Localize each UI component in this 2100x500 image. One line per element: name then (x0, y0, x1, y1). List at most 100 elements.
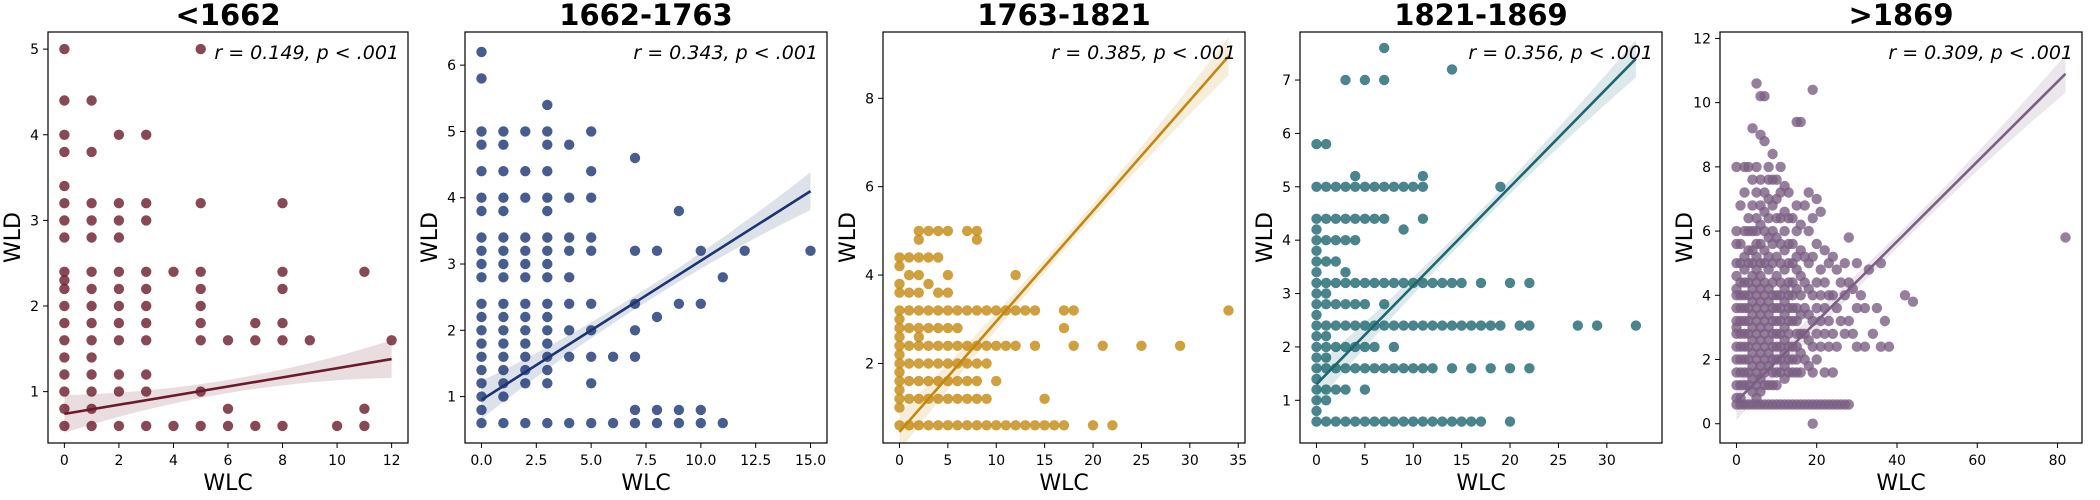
data-point (1359, 320, 1371, 331)
data-point (1807, 418, 1818, 429)
data-point (59, 180, 70, 192)
data-point (1747, 123, 1758, 134)
x-tick-label: 10.0 (685, 453, 716, 469)
data-point (1807, 367, 1818, 378)
data-point (1417, 170, 1429, 182)
data-point (1446, 320, 1458, 331)
data-point (1369, 363, 1380, 374)
data-point (1311, 363, 1322, 374)
y-tick-label: 4 (1282, 233, 1291, 249)
data-point (991, 375, 1002, 387)
data-point (971, 420, 983, 431)
data-point (1010, 305, 1021, 316)
data-point (1320, 395, 1332, 406)
correlation-annotation: r = 0.309, p < .001 (1888, 42, 2073, 64)
data-point (673, 417, 685, 429)
x-tick-label: 2 (114, 453, 123, 469)
data-point (894, 349, 905, 360)
data-point (476, 166, 487, 177)
axes-frame (1299, 31, 1663, 444)
data-point (894, 358, 905, 369)
data-point (1369, 213, 1380, 224)
data-point (1330, 299, 1342, 310)
data-point (1029, 340, 1041, 351)
data-point (1029, 420, 1041, 431)
data-point (981, 340, 992, 351)
data-point (564, 192, 575, 203)
data-point (1787, 238, 1798, 250)
x-tick-label: 0 (1312, 453, 1321, 469)
data-point (586, 351, 597, 362)
data-point (903, 322, 915, 334)
data-point (1379, 416, 1390, 427)
data-point (629, 152, 641, 164)
data-point (1475, 416, 1487, 427)
data-point (913, 305, 924, 316)
plot-area (59, 43, 397, 433)
data-point (1771, 380, 1782, 391)
data-point (894, 287, 905, 298)
data-point (86, 352, 97, 363)
data-point (1851, 258, 1863, 269)
data-point (1827, 367, 1839, 378)
x-axis-label: WLC (1456, 471, 1505, 496)
data-point (250, 420, 261, 432)
data-point (331, 420, 343, 432)
data-point (542, 126, 553, 137)
data-point (476, 351, 487, 362)
data-point (1000, 420, 1012, 431)
data-point (586, 245, 597, 256)
x-tick-label: 2.5 (525, 453, 547, 469)
data-point (476, 364, 487, 376)
data-point (113, 266, 125, 277)
x-tick-label: 15 (1453, 453, 1471, 469)
data-point (195, 266, 206, 277)
data-point (607, 417, 619, 429)
data-point (86, 283, 97, 295)
data-point (59, 335, 70, 346)
data-point (1058, 305, 1070, 316)
data-point (913, 340, 924, 351)
data-point (1739, 187, 1750, 198)
data-point (59, 266, 70, 277)
data-point (1839, 258, 1851, 269)
data-point (1340, 213, 1351, 224)
data-point (586, 232, 597, 243)
plot-area (476, 46, 816, 429)
data-point (1795, 219, 1806, 230)
y-axis-label: WLD (1253, 212, 1278, 263)
y-tick-label: 6 (1702, 224, 1711, 240)
data-point (1572, 320, 1584, 331)
data-point (923, 252, 934, 263)
data-point (1775, 161, 1786, 173)
data-point (1743, 161, 1754, 173)
data-point (1783, 187, 1794, 198)
data-point (1408, 277, 1419, 289)
y-tick-label: 0 (1702, 417, 1711, 433)
data-point (1049, 420, 1060, 431)
subplot-2: 0.0 2.5 5.0 7.5 10.0 12.5 15.0 1 2 3 4 5 6 1662-1763 r… (418, 0, 828, 496)
data-point (903, 340, 915, 351)
data-point (1311, 352, 1322, 363)
data-point (695, 404, 706, 416)
data-point (1320, 277, 1332, 289)
data-point (542, 378, 553, 389)
data-point (520, 378, 531, 389)
data-point (498, 272, 509, 283)
data-point (1827, 328, 1839, 339)
data-point (1495, 181, 1506, 192)
data-point (1819, 245, 1830, 256)
data-point (1330, 277, 1342, 289)
x-tick-label: 25 (1550, 453, 1568, 469)
y-tick-label: 3 (30, 213, 39, 229)
data-point (1020, 420, 1031, 431)
data-point (476, 139, 487, 150)
data-point (59, 95, 70, 106)
data-point (1855, 290, 1867, 301)
data-point (1751, 161, 1762, 173)
y-tick-label: 5 (1282, 180, 1291, 196)
data-point (59, 275, 70, 286)
y-tick-label: 6 (447, 58, 456, 74)
data-point (2060, 232, 2071, 243)
data-point (971, 393, 983, 404)
